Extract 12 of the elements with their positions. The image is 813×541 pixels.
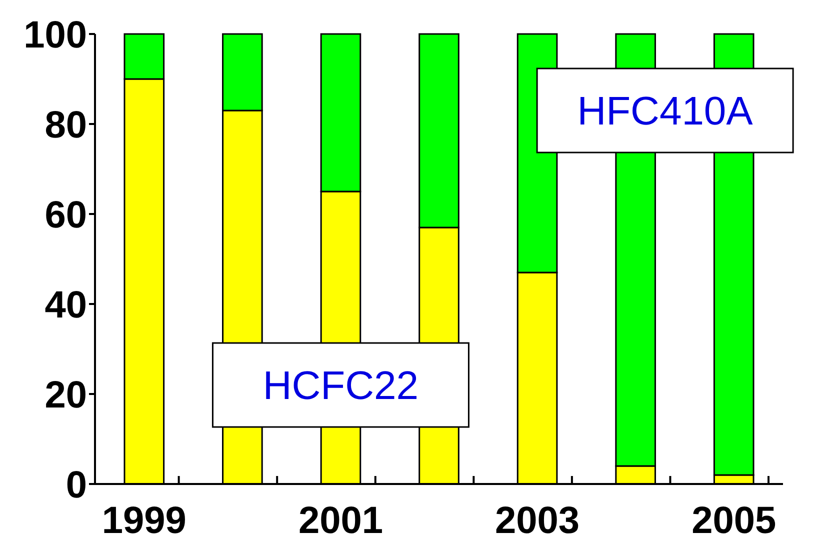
series-label: HCFC22: [262, 364, 419, 408]
x-tick-label: 2001: [298, 500, 383, 541]
y-tick-label: 20: [44, 374, 87, 416]
x-tick-label: 2003: [495, 500, 580, 541]
x-tick-label: 1999: [102, 500, 186, 541]
y-tick-label: 0: [66, 464, 87, 506]
y-tick-label: 80: [44, 104, 87, 146]
y-tick-label: 40: [44, 284, 87, 326]
y-tick-label: 60: [44, 194, 87, 236]
series-label: HFC410A: [577, 90, 754, 134]
y-tick-label: 100: [24, 14, 87, 56]
x-tick-label: 2005: [692, 500, 776, 541]
